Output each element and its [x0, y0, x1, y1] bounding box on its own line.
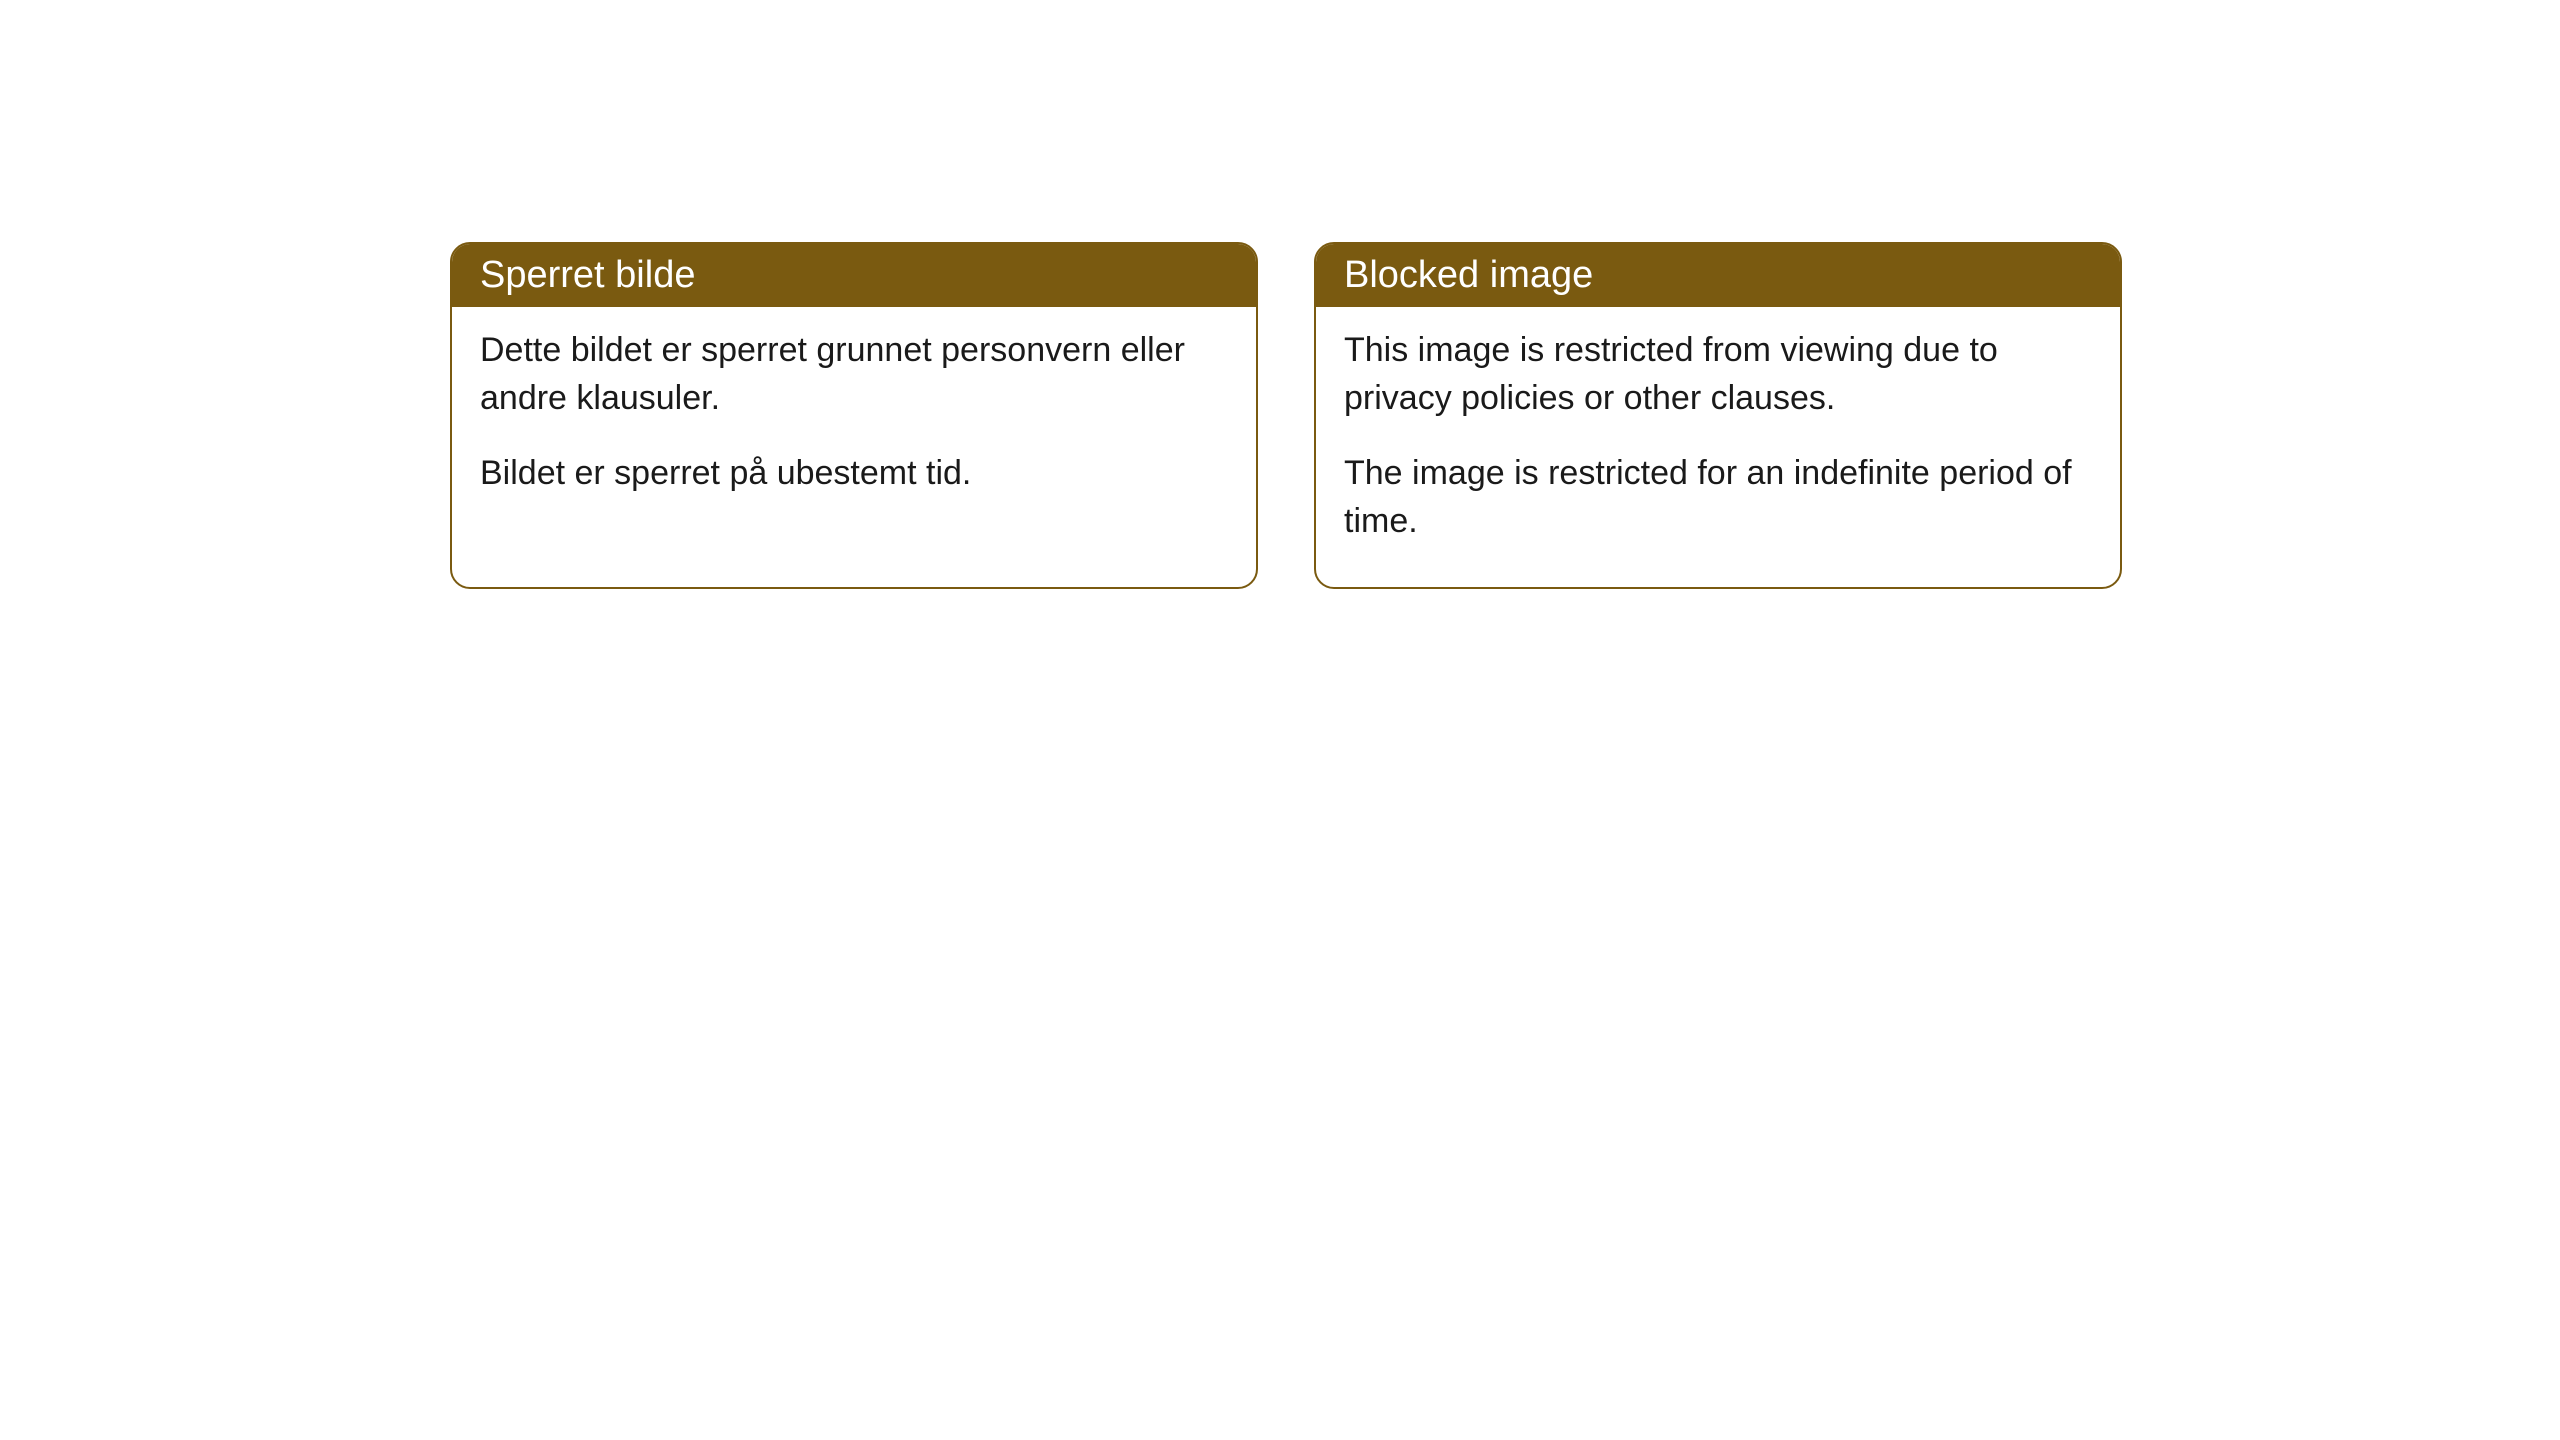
- card-paragraph: This image is restricted from viewing du…: [1344, 327, 2092, 422]
- card-title: Sperret bilde: [480, 254, 695, 296]
- card-header-norwegian: Sperret bilde: [452, 244, 1256, 307]
- card-header-english: Blocked image: [1316, 244, 2120, 307]
- card-paragraph: Dette bildet er sperret grunnet personve…: [480, 327, 1228, 422]
- card-paragraph: Bildet er sperret på ubestemt tid.: [480, 450, 1228, 498]
- cards-container: Sperret bilde Dette bildet er sperret gr…: [450, 242, 2122, 589]
- card-title: Blocked image: [1344, 254, 1593, 296]
- card-english: Blocked image This image is restricted f…: [1314, 242, 2122, 589]
- card-body-norwegian: Dette bildet er sperret grunnet personve…: [452, 307, 1256, 540]
- card-norwegian: Sperret bilde Dette bildet er sperret gr…: [450, 242, 1258, 589]
- card-body-english: This image is restricted from viewing du…: [1316, 307, 2120, 587]
- card-paragraph: The image is restricted for an indefinit…: [1344, 450, 2092, 545]
